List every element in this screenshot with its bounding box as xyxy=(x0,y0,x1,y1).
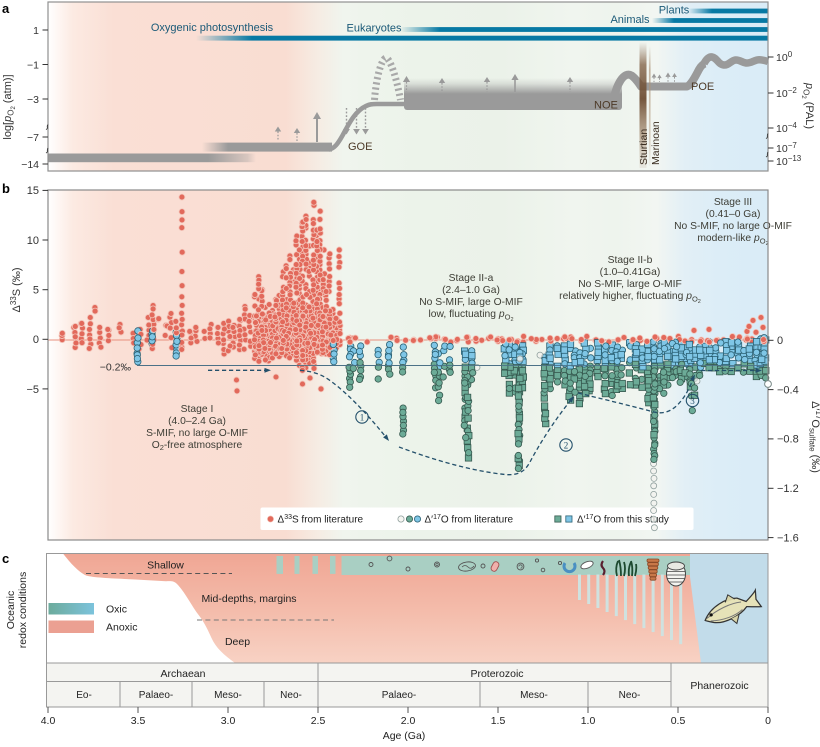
svg-text:Δ33S (‰): Δ33S (‰) xyxy=(9,268,23,313)
svg-text:Neo-: Neo- xyxy=(619,690,641,701)
svg-text:Marinoan: Marinoan xyxy=(650,121,662,165)
svg-text:1: 1 xyxy=(33,25,39,37)
svg-text:−0.8: −0.8 xyxy=(777,434,799,446)
svg-text:10−7: 10−7 xyxy=(776,141,797,155)
svg-text:GOE: GOE xyxy=(348,141,372,153)
svg-text:Palaeo-: Palaeo- xyxy=(382,690,416,701)
svg-text:Meso-: Meso- xyxy=(214,690,242,701)
svg-text:10: 10 xyxy=(27,235,39,247)
svg-text:5: 5 xyxy=(33,285,39,297)
svg-text:Archaean: Archaean xyxy=(161,668,206,680)
svg-text:Oxygenic photosynthesis: Oxygenic photosynthesis xyxy=(151,22,274,34)
svg-text:15: 15 xyxy=(27,185,39,197)
svg-text:No S-MIF, large O-MIF: No S-MIF, large O-MIF xyxy=(419,297,523,308)
svg-text:Oceanic: Oceanic xyxy=(5,591,17,630)
svg-text:Eukaryotes: Eukaryotes xyxy=(346,23,402,35)
svg-text:Deep: Deep xyxy=(225,636,250,648)
svg-text:Neo-: Neo- xyxy=(280,690,302,701)
svg-text:(4.0–2.4 Ga): (4.0–2.4 Ga) xyxy=(168,416,226,427)
svg-text:Anoxic: Anoxic xyxy=(106,622,138,634)
svg-text:Eo-: Eo- xyxy=(76,690,92,701)
svg-text:Shallow: Shallow xyxy=(147,560,184,572)
svg-text:pO2 (PAL): pO2 (PAL) xyxy=(800,82,815,129)
svg-text:Meso-: Meso- xyxy=(520,690,548,701)
svg-text:100: 100 xyxy=(776,50,793,64)
svg-text:No S-MIF, large O-MIF: No S-MIF, large O-MIF xyxy=(578,279,682,290)
svg-text:10−13: 10−13 xyxy=(776,154,802,168)
svg-text:Stage II-a: Stage II-a xyxy=(449,273,494,284)
svg-text:Phanerozoic: Phanerozoic xyxy=(690,680,748,692)
svg-text:1: 1 xyxy=(360,412,365,422)
svg-text:Proterozoic: Proterozoic xyxy=(470,668,523,680)
svg-text:−1.6: −1.6 xyxy=(777,532,799,544)
svg-text:3: 3 xyxy=(690,396,695,406)
svg-text:c: c xyxy=(2,551,9,566)
svg-text:Δ′17Osulfate (‰): Δ′17Osulfate (‰) xyxy=(808,401,820,473)
svg-text:Mid-depths, margins: Mid-depths, margins xyxy=(201,593,296,605)
svg-text:Stage III: Stage III xyxy=(714,197,752,208)
svg-text:Palaeo-: Palaeo- xyxy=(139,690,173,701)
svg-text:2.5: 2.5 xyxy=(311,715,326,727)
svg-text:Stage II-b: Stage II-b xyxy=(608,255,653,266)
svg-text:−0.4: −0.4 xyxy=(777,384,799,396)
svg-text:O2-free atmosphere: O2-free atmosphere xyxy=(152,440,243,452)
svg-text:(2.4–1.0 Ga): (2.4–1.0 Ga) xyxy=(442,285,500,296)
svg-text:Sturtian: Sturtian xyxy=(638,129,650,165)
svg-text:−5: −5 xyxy=(26,384,39,396)
svg-text:−7: −7 xyxy=(27,132,39,144)
svg-text:0: 0 xyxy=(765,715,771,727)
svg-text:(1.0–0.41Ga): (1.0–0.41Ga) xyxy=(600,267,661,278)
svg-text:Age (Ga): Age (Ga) xyxy=(383,730,426,742)
svg-text:4.0: 4.0 xyxy=(41,715,56,727)
svg-text:0: 0 xyxy=(777,335,783,347)
svg-text:−3: −3 xyxy=(27,94,39,106)
svg-text:Animals: Animals xyxy=(610,14,650,26)
svg-text:−1: −1 xyxy=(27,59,39,71)
svg-text:2: 2 xyxy=(564,440,569,450)
svg-text:1.0: 1.0 xyxy=(581,715,596,727)
svg-text:redox conditions: redox conditions xyxy=(17,572,29,648)
svg-text:0.5: 0.5 xyxy=(671,715,686,727)
svg-text:No S-MIF, no large O-MIF: No S-MIF, no large O-MIF xyxy=(674,221,792,232)
svg-text:Oxic: Oxic xyxy=(106,604,127,616)
svg-text:S-MIF, no large O-MIF: S-MIF, no large O-MIF xyxy=(146,428,248,439)
svg-text:log[pO2 (atm)]: log[pO2 (atm)] xyxy=(2,74,17,139)
svg-text:−0.2‰: −0.2‰ xyxy=(100,362,132,374)
svg-text:1.5: 1.5 xyxy=(491,715,506,727)
svg-text:b: b xyxy=(2,181,10,196)
svg-text:POE: POE xyxy=(691,81,714,93)
svg-text:Plants: Plants xyxy=(659,5,690,17)
svg-text:−14: −14 xyxy=(21,159,39,171)
svg-text:3.5: 3.5 xyxy=(131,715,146,727)
svg-text:10−4: 10−4 xyxy=(776,121,797,135)
svg-text:3.0: 3.0 xyxy=(221,715,236,727)
svg-text:2.0: 2.0 xyxy=(401,715,416,727)
svg-text:(0.41–0 Ga): (0.41–0 Ga) xyxy=(706,209,761,220)
svg-text:−1.2: −1.2 xyxy=(777,483,799,495)
svg-text:0: 0 xyxy=(33,334,39,346)
svg-text:10−2: 10−2 xyxy=(776,86,797,100)
svg-text:a: a xyxy=(2,1,10,16)
svg-text:Stage I: Stage I xyxy=(181,404,214,415)
svg-text:NOE: NOE xyxy=(594,100,618,112)
